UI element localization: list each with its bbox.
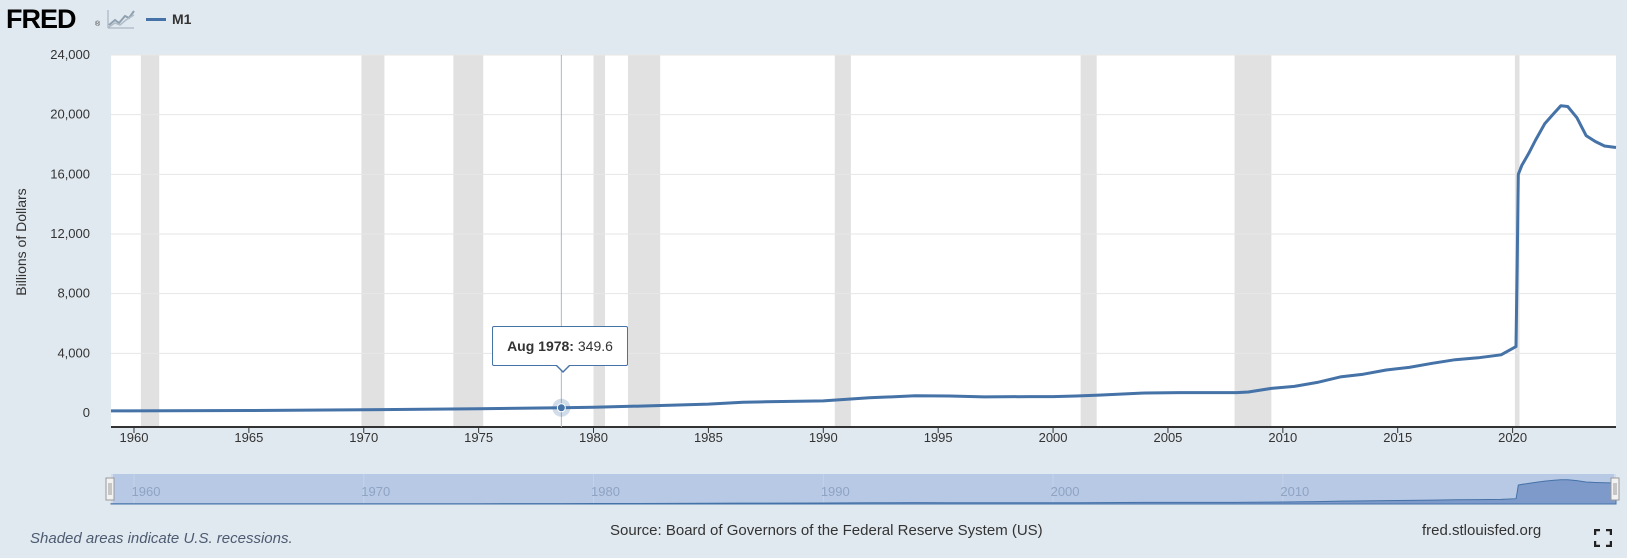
recession-band [1234,55,1272,427]
y-axis-ticks: 0 4,000 8,000 12,000 16,000 20,000 24,000 [50,47,90,420]
fred-logo[interactable]: FRED [6,4,76,34]
x-tick-label: 1990 [809,430,838,445]
navigator-ticks: 1960 1970 1980 1990 2000 2010 [132,474,1309,504]
navigator-tick-label: 2010 [1280,484,1309,499]
legend-swatch [146,17,166,21]
gridlines [111,54,1616,354]
x-tick-label: 2020 [1498,430,1527,445]
y-tick-label: 4,000 [57,345,90,360]
plot-area [111,55,1616,427]
line-graph-icon [106,8,136,30]
recession-note: Shaded areas indicate U.S. recessions. [30,530,293,547]
recession-band [834,55,851,427]
navigator-series [110,479,1617,505]
logo-registered-mark: ® [95,21,101,28]
y-tick-label: 12,000 [50,226,90,241]
navigator-tick-label: 1970 [361,484,390,499]
x-tick-label: 2010 [1268,430,1297,445]
y-tick-label: 16,000 [50,166,90,181]
tooltip-date: Aug 1978: [507,338,574,354]
x-tick-label: 2000 [1039,430,1068,445]
x-tick-label: 2005 [1153,430,1182,445]
y-tick-label: 8,000 [57,286,90,301]
x-tick-label: 1985 [694,430,723,445]
navigator-tick-label: 1980 [591,484,620,499]
recession-band [453,55,484,427]
tooltip-value: 349.6 [577,338,613,354]
x-tick-label: 1970 [349,430,378,445]
y-tick-label: 20,000 [50,107,90,122]
recession-band [361,55,385,427]
source-note: Source: Board of Governors of the Federa… [610,522,1043,539]
recession-shading [140,55,1520,427]
y-tick-label: 0 [83,405,90,420]
navigator-tick-label: 1990 [821,484,850,499]
y-tick-label: 24,000 [50,47,90,62]
tooltip: Aug 1978: 349.6 [492,326,628,366]
x-tick-label: 2015 [1383,430,1412,445]
recession-band [627,55,661,427]
tooltip-arrow-fill [556,364,570,371]
x-tick-label: 1965 [234,430,263,445]
navigator-tick-label: 1960 [132,484,161,499]
x-tick-label: 1995 [924,430,953,445]
site-link[interactable]: fred.stlouisfed.org [1422,522,1542,539]
highlight-point [556,403,566,413]
logo-text: FRED [6,4,76,34]
recession-band [1080,55,1097,427]
series-line-m1 [110,104,1617,413]
x-tick-label: 1980 [579,430,608,445]
legend[interactable]: M1 [146,9,191,29]
recession-band [140,55,160,427]
navigator-handle-left[interactable] [105,477,115,501]
x-axis-ticks: 1960 1965 1970 1975 1980 1985 1990 1995 2000 2005… [120,427,1527,445]
fullscreen-icon[interactable] [1594,529,1612,547]
recession-band [593,55,606,427]
navigator-tick-label: 2000 [1051,484,1080,499]
navigator-selection [113,474,1614,504]
navigator-handle-right[interactable] [1610,477,1620,501]
legend-label-m1: M1 [172,11,192,27]
x-tick-label: 1975 [464,430,493,445]
x-tick-label: 1960 [120,430,149,445]
y-axis-label: Billions of Dollars [13,188,29,295]
